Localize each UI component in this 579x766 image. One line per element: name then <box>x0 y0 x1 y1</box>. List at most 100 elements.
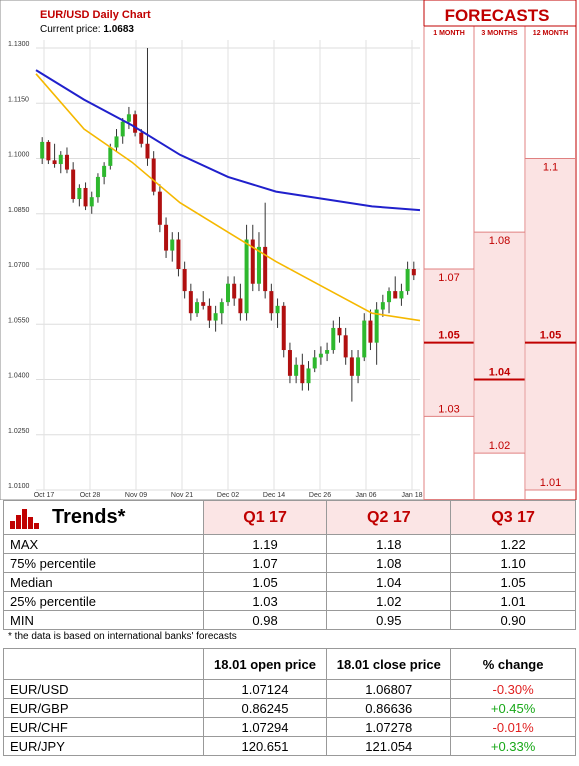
cell: 1.03 <box>202 591 328 611</box>
candle-body <box>114 136 119 148</box>
y-tick-label: 1.1300 <box>8 41 30 48</box>
x-tick-label: Dec 26 <box>309 492 331 499</box>
forecast-horizon-label: 1 MONTH <box>433 30 465 37</box>
cell: 0.98 <box>202 610 328 630</box>
change-cell: +0.45% <box>450 698 576 718</box>
cell: 1.10 <box>450 553 576 573</box>
forecast-panel: 1 MONTH 1.07 1.05 1.03 3 MONTHS 1.08 1.04 1.02 1… <box>423 0 577 500</box>
candle-body <box>120 121 125 137</box>
eur-usd-chart: 1.1300 1.1150 1.1000 1.0850 1.0700 1.0550 1.04… <box>0 0 577 500</box>
candle-body <box>349 357 354 376</box>
cell: 121.054 <box>326 736 452 756</box>
chart-border <box>0 0 425 500</box>
table-row: EUR/CHF 1.07294 1.07278 -0.01% <box>3 717 576 737</box>
x-tick-label: Dec 02 <box>217 492 239 499</box>
change-cell: -0.30% <box>450 679 576 699</box>
pair: EUR/JPY <box>3 736 204 756</box>
x-tick-label: Nov 09 <box>125 492 147 499</box>
candle-body <box>312 357 317 369</box>
candle-body <box>139 132 144 144</box>
candle-body <box>164 224 169 251</box>
trends-table: Trends* Q1 17 Q2 17 Q3 17 MAX 1.19 1.18 1.2… <box>3 500 576 630</box>
candle-body <box>83 187 88 207</box>
pair: EUR/USD <box>3 679 204 699</box>
candle-body <box>71 169 76 200</box>
candle-body <box>238 298 243 314</box>
prices-header-row: 18.01 open price 18.01 close price % cha… <box>3 648 576 680</box>
trends-title-cell: Trends* <box>3 500 204 535</box>
candle-body <box>95 176 100 198</box>
table-row: EUR/GBP 0.86245 0.86636 +0.45% <box>3 698 576 718</box>
row-label: Median <box>3 572 204 592</box>
candle-body <box>40 141 45 159</box>
table-row: Median 1.05 1.04 1.05 <box>3 572 576 592</box>
forecast-max-label: 1.07 <box>438 272 459 284</box>
chart-title: EUR/USD Daily Chart <box>40 9 151 21</box>
candle-body <box>89 197 94 207</box>
footnote: * the data is based on international ban… <box>8 631 237 642</box>
candle-body <box>213 313 218 321</box>
cell: 0.90 <box>450 610 576 630</box>
y-tick-label: 1.0400 <box>8 373 30 380</box>
candle-body <box>145 143 150 159</box>
y-tick-label: 1.0850 <box>8 207 30 214</box>
candle-body <box>176 239 181 269</box>
x-tick-label: Oct 17 <box>34 492 55 499</box>
cell: 1.07124 <box>202 679 328 699</box>
candle-body <box>356 357 361 376</box>
table-row: 25% percentile 1.03 1.02 1.01 <box>3 591 576 611</box>
candle-body <box>126 114 131 122</box>
table-row: 75% percentile 1.07 1.08 1.10 <box>3 553 576 573</box>
pair: EUR/GBP <box>3 698 204 718</box>
forecast-range-band <box>475 232 524 454</box>
change-cell: +0.33% <box>450 736 576 756</box>
y-tick-label: 1.0250 <box>8 428 30 435</box>
moving-average-slow <box>35 69 421 212</box>
candle-body <box>157 191 162 225</box>
y-axis-ticks: 1.1300 1.1150 1.1000 1.0850 1.0700 1.0550 1.04… <box>8 41 30 490</box>
forecasts-title: FORECASTS <box>445 6 550 25</box>
table-row: EUR/JPY 120.651 121.054 +0.33% <box>3 736 576 756</box>
candle-body <box>64 154 69 170</box>
cell: 1.07 <box>202 553 328 573</box>
x-tick-label: Jan 06 <box>355 492 376 499</box>
forecast-min-label: 1.03 <box>438 403 459 415</box>
row-label: MIN <box>3 610 204 630</box>
row-label: MAX <box>3 534 204 554</box>
cell: 1.22 <box>450 534 576 554</box>
candle-body <box>380 302 385 310</box>
cell: 1.08 <box>326 553 452 573</box>
quarter-q2: Q2 17 <box>326 500 452 535</box>
forecast-min-label: 1.01 <box>540 477 561 489</box>
candle-body <box>337 327 342 336</box>
change-cell: -0.01% <box>450 717 576 737</box>
candle-body <box>411 269 416 276</box>
candle-body <box>52 160 57 165</box>
prices-table: 18.01 open price 18.01 close price % cha… <box>3 648 576 756</box>
candle-body <box>102 165 107 177</box>
cell: 1.04 <box>326 572 452 592</box>
candle-body <box>232 283 237 299</box>
candle-body <box>182 269 187 292</box>
header-open: 18.01 open price <box>202 648 328 680</box>
empty-header <box>3 648 204 680</box>
candle-body <box>387 291 392 303</box>
y-tick-label: 1.1000 <box>8 152 30 159</box>
candle-body <box>368 320 373 343</box>
candle-body <box>374 309 379 343</box>
candle-body <box>343 335 348 358</box>
cell: 1.18 <box>326 534 452 554</box>
candle-body <box>77 187 82 200</box>
cell: 0.86245 <box>202 698 328 718</box>
forecast-median-label: 1.04 <box>489 367 511 379</box>
header-close: 18.01 close price <box>326 648 452 680</box>
candle-body <box>244 239 249 314</box>
pair: EUR/CHF <box>3 717 204 737</box>
cell: 1.02 <box>326 591 452 611</box>
candle-body <box>275 305 280 314</box>
candle-body <box>405 269 410 292</box>
y-tick-label: 1.1150 <box>8 96 29 103</box>
cell: 1.06807 <box>326 679 452 699</box>
forecast-max-label: 1.1 <box>543 162 558 174</box>
table-row: EUR/USD 1.07124 1.06807 -0.30% <box>3 679 576 699</box>
